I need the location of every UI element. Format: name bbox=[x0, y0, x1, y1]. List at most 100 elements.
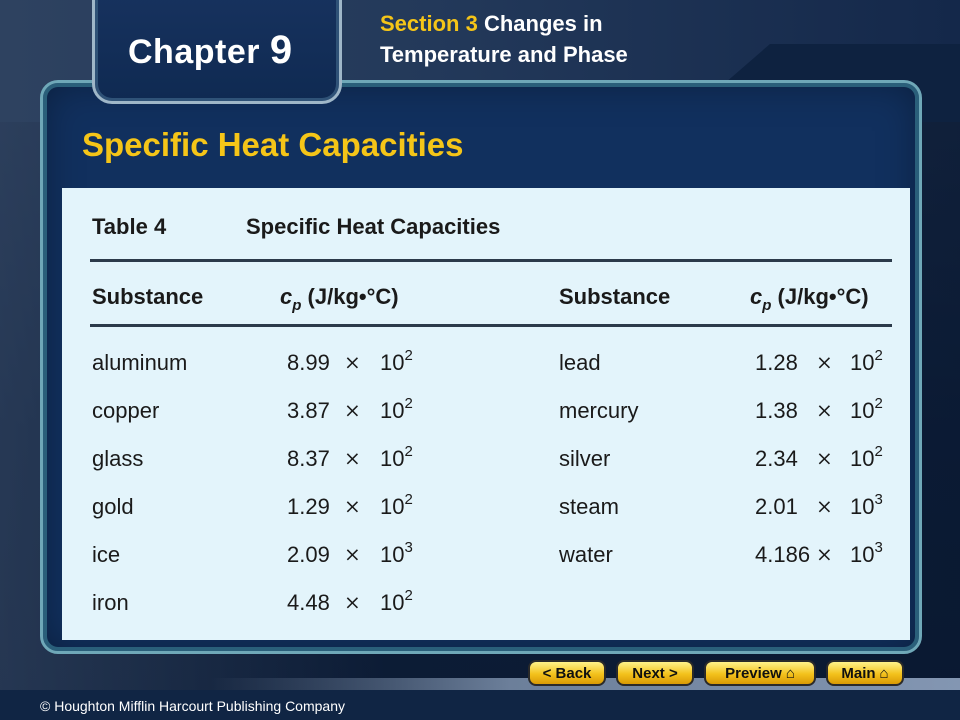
power-exponent: 2 bbox=[404, 587, 413, 604]
section-title-line2: Temperature and Phase bbox=[380, 42, 628, 67]
power-base: 10 bbox=[850, 398, 875, 423]
power-cell: 103 bbox=[850, 539, 883, 568]
power-base: 10 bbox=[380, 590, 405, 615]
power-base: 10 bbox=[380, 398, 405, 423]
chapter-number: 9 bbox=[269, 28, 293, 72]
table-rule-top bbox=[90, 259, 892, 262]
substance-cell: iron bbox=[92, 590, 129, 615]
power-cell: 102 bbox=[380, 347, 413, 376]
power-exponent: 2 bbox=[404, 347, 413, 364]
main-button[interactable]: Main ⌂ bbox=[826, 660, 904, 686]
substance-cell: copper bbox=[92, 398, 160, 423]
mantissa-cell: 2.34 bbox=[755, 446, 798, 471]
power-exponent: 3 bbox=[874, 539, 883, 556]
mantissa-cell: 2.09 bbox=[287, 542, 330, 567]
power-exponent: 2 bbox=[404, 395, 413, 412]
power-cell: 103 bbox=[380, 539, 413, 568]
next-button[interactable]: Next > bbox=[616, 660, 694, 686]
power-exponent: 2 bbox=[874, 395, 883, 412]
footer bbox=[0, 690, 960, 720]
mantissa-cell: 8.99 bbox=[287, 350, 330, 375]
substance-cell: ice bbox=[92, 542, 121, 567]
power-cell: 102 bbox=[380, 395, 413, 424]
preview-label: Preview bbox=[725, 664, 782, 682]
times-sign: × bbox=[816, 446, 833, 470]
next-label: Next > bbox=[632, 664, 678, 682]
power-base: 10 bbox=[850, 446, 875, 471]
power-cell: 103 bbox=[850, 491, 883, 520]
mantissa-cell: 4.48 bbox=[287, 590, 330, 615]
power-cell: 102 bbox=[380, 491, 413, 520]
power-cell: 102 bbox=[850, 443, 883, 472]
power-cell: 102 bbox=[850, 347, 883, 376]
power-base: 10 bbox=[850, 542, 875, 567]
power-base: 10 bbox=[380, 542, 405, 567]
main-label: Main bbox=[841, 664, 876, 682]
times-sign: × bbox=[344, 542, 361, 566]
cp-unit: (J/kg•°C) bbox=[777, 284, 869, 309]
preview-button[interactable]: Preview ⌂ bbox=[704, 660, 816, 686]
cp-unit: (J/kg•°C) bbox=[307, 284, 399, 309]
power-base: 10 bbox=[380, 494, 405, 519]
power-exponent: 2 bbox=[404, 491, 413, 508]
col-header-cp-right: cp (J/kg•°C) bbox=[750, 284, 869, 314]
cp-subscript: p bbox=[762, 297, 772, 314]
substance-cell: glass bbox=[92, 446, 144, 471]
mantissa-cell: 3.87 bbox=[287, 398, 330, 423]
substance-cell: silver bbox=[559, 446, 611, 471]
cp-symbol: c bbox=[750, 284, 763, 309]
back-button[interactable]: < Back bbox=[528, 660, 606, 686]
power-exponent: 3 bbox=[874, 491, 883, 508]
slide-title: Specific Heat Capacities bbox=[82, 126, 464, 163]
cp-symbol: c bbox=[280, 284, 293, 309]
power-base: 10 bbox=[380, 350, 405, 375]
power-base: 10 bbox=[380, 446, 405, 471]
mantissa-cell: 4.186 bbox=[755, 542, 811, 567]
chapter-label: Chapter bbox=[128, 33, 260, 71]
times-sign: × bbox=[816, 398, 833, 422]
cp-subscript: p bbox=[292, 297, 302, 314]
section-title-line1: Changes in bbox=[483, 11, 603, 36]
power-cell: 102 bbox=[380, 587, 413, 616]
back-label: < Back bbox=[542, 664, 592, 682]
chapter-heading: Chapter 9 bbox=[128, 28, 293, 73]
table-area bbox=[62, 188, 910, 640]
chapter-tab bbox=[92, 0, 342, 104]
times-sign: × bbox=[816, 542, 833, 566]
substance-cell: gold bbox=[92, 494, 134, 519]
section-label: Section 3 bbox=[380, 11, 478, 36]
times-sign: × bbox=[344, 446, 361, 470]
times-sign: × bbox=[816, 350, 833, 374]
substance-cell: aluminum bbox=[92, 350, 188, 375]
copyright-text: © Houghton Mifflin Harcourt Publishing C… bbox=[40, 698, 345, 714]
home-icon: ⌂ bbox=[785, 664, 795, 682]
mantissa-cell: 1.38 bbox=[755, 398, 798, 423]
col-header-substance-right: Substance bbox=[559, 284, 671, 309]
mantissa-cell: 1.29 bbox=[287, 494, 330, 519]
power-exponent: 2 bbox=[404, 443, 413, 460]
times-sign: × bbox=[816, 494, 833, 518]
power-exponent: 2 bbox=[874, 443, 883, 460]
times-sign: × bbox=[344, 398, 361, 422]
table-rule-header bbox=[90, 324, 892, 327]
mantissa-cell: 1.28 bbox=[755, 350, 798, 375]
substance-cell: lead bbox=[559, 350, 601, 375]
section-heading: Section 3 Changes in Temperature and Pha… bbox=[380, 8, 628, 70]
mantissa-cell: 8.37 bbox=[287, 446, 330, 471]
col-header-substance-left: Substance bbox=[92, 284, 204, 309]
table-title: Specific Heat Capacities bbox=[246, 214, 501, 239]
times-sign: × bbox=[344, 350, 361, 374]
col-header-cp-left: cp (J/kg•°C) bbox=[280, 284, 399, 314]
substance-cell: mercury bbox=[559, 398, 639, 423]
power-exponent: 3 bbox=[404, 539, 413, 556]
substance-cell: water bbox=[559, 542, 613, 567]
power-exponent: 2 bbox=[874, 347, 883, 364]
substance-cell: steam bbox=[559, 494, 619, 519]
power-base: 10 bbox=[850, 494, 875, 519]
mantissa-cell: 2.01 bbox=[755, 494, 798, 519]
power-base: 10 bbox=[850, 350, 875, 375]
home-icon: ⌂ bbox=[879, 664, 889, 682]
table-label: Table 4 bbox=[92, 214, 167, 239]
times-sign: × bbox=[344, 590, 361, 614]
power-cell: 102 bbox=[380, 443, 413, 472]
